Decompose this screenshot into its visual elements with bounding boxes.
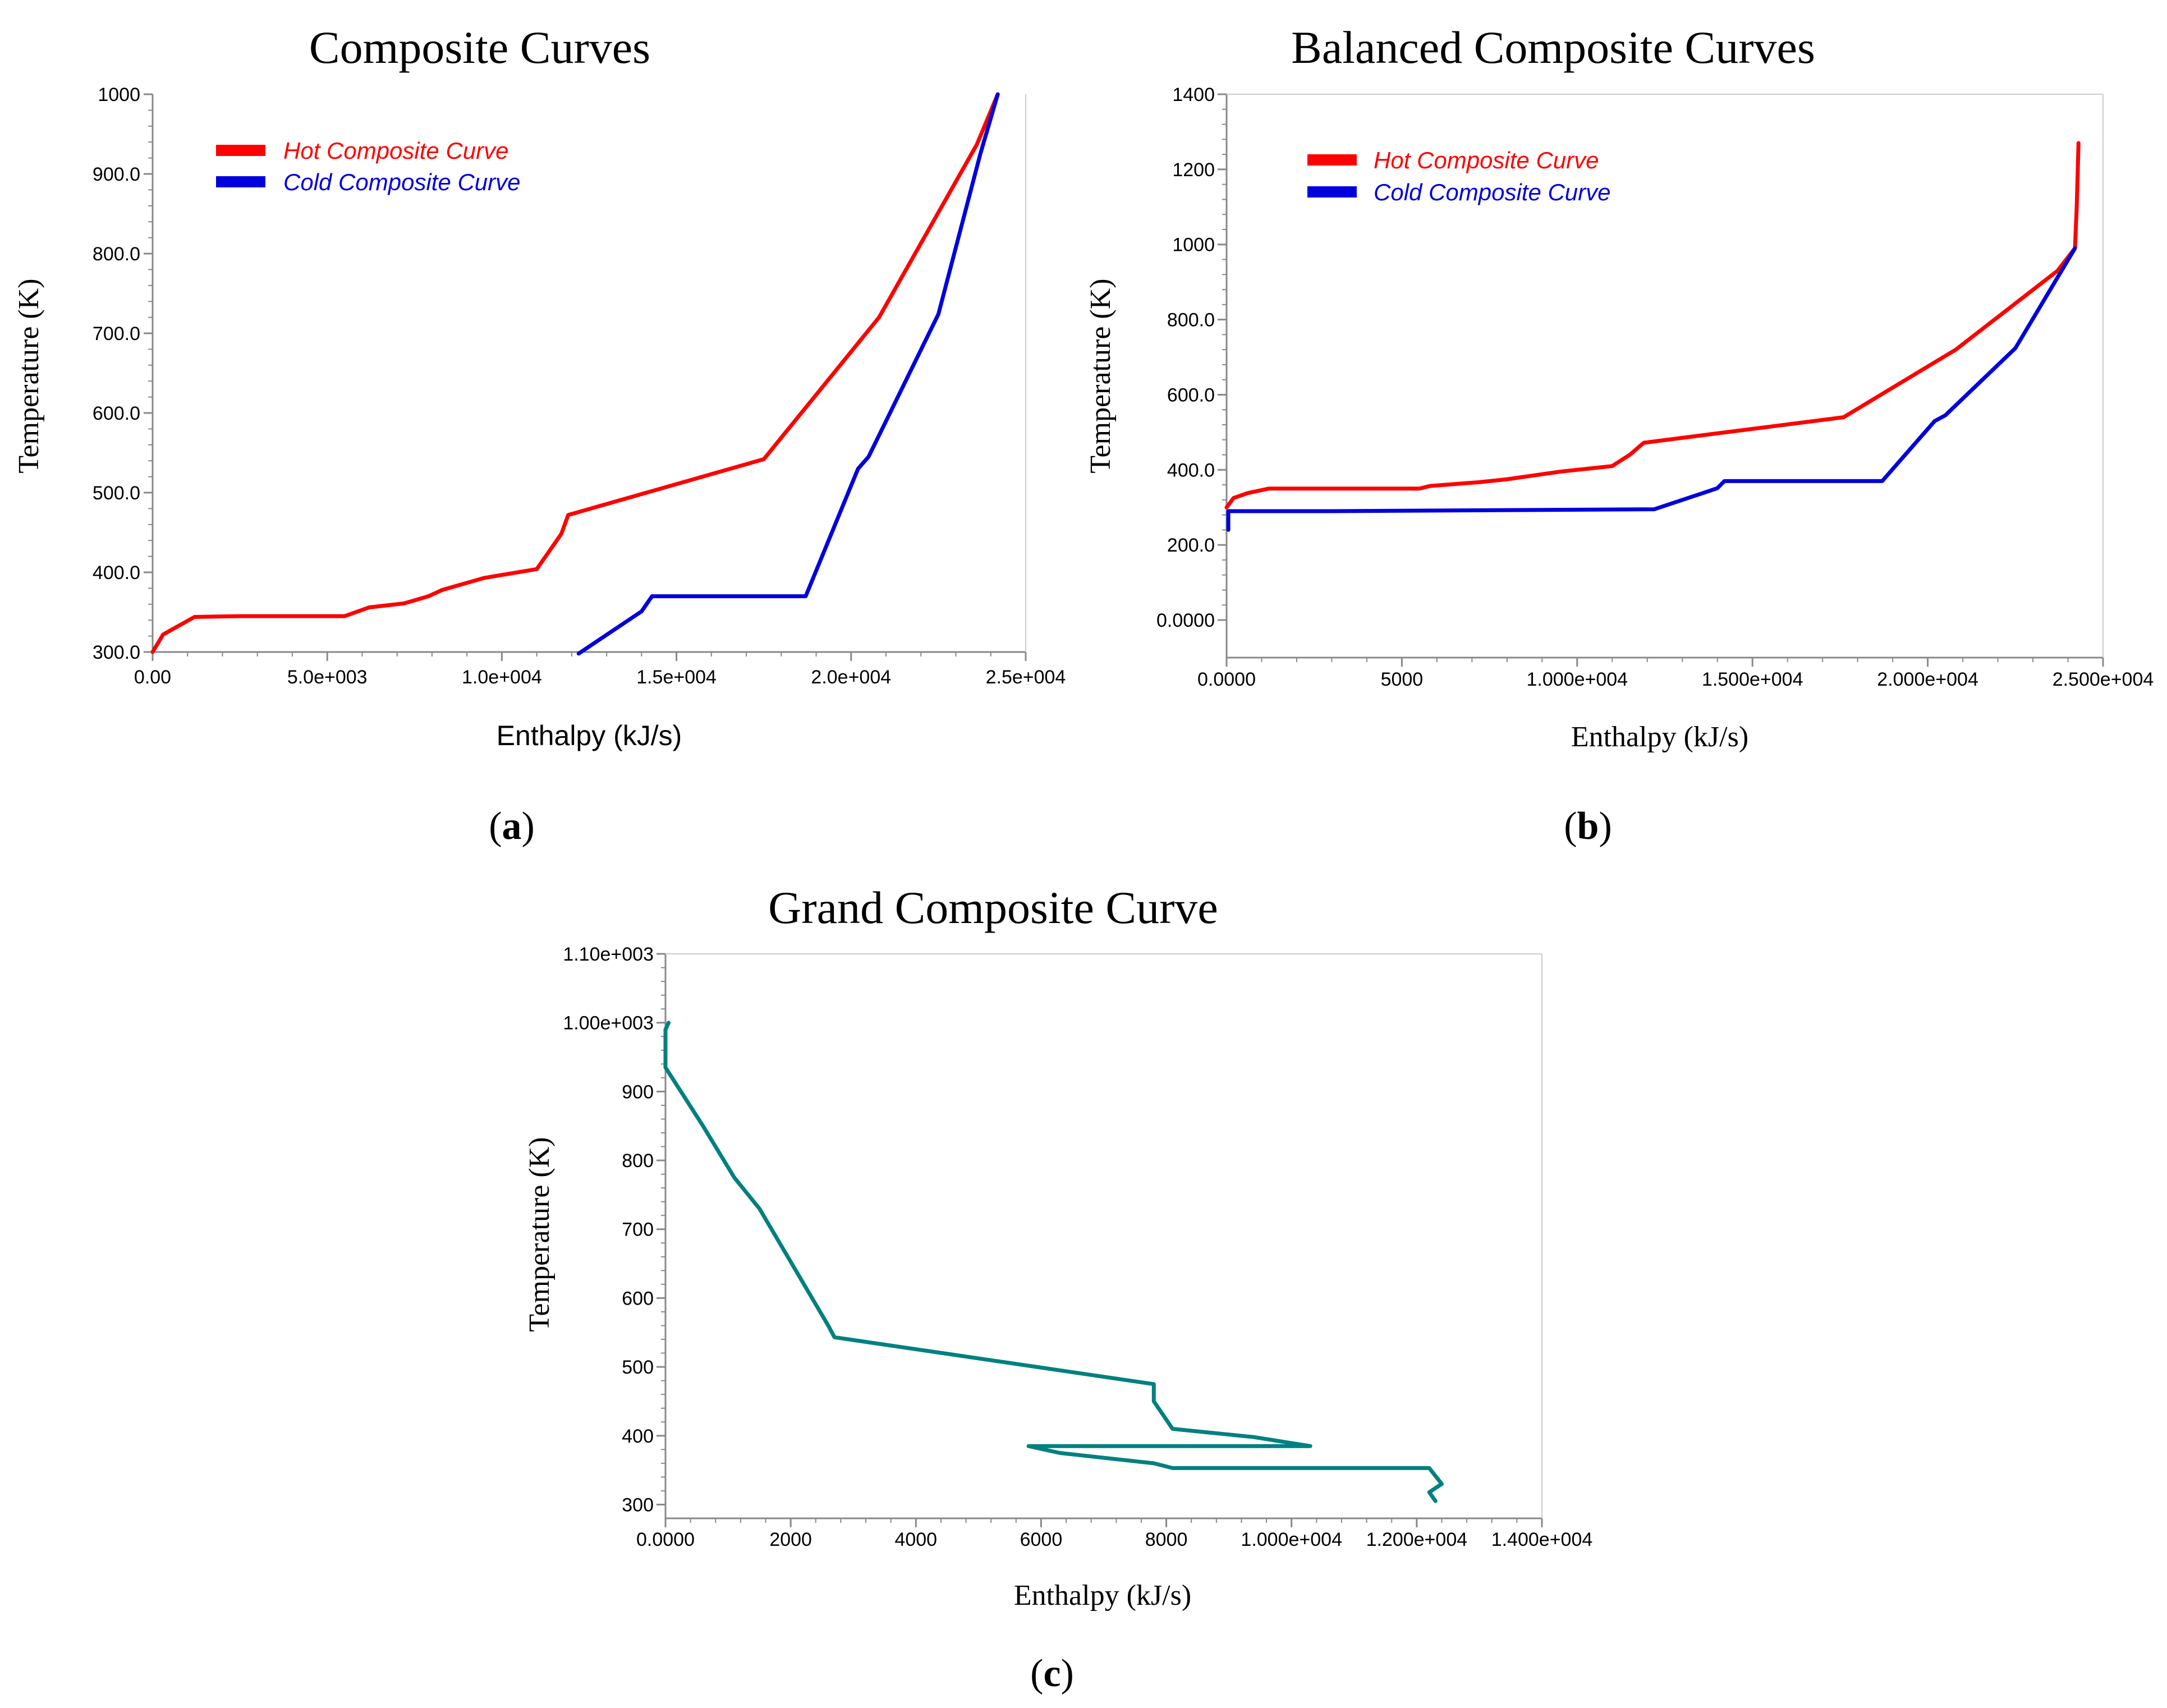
chart-b-x-tick-label: 0.0000 [1197,669,1256,690]
chart-c: Grand Composite Curve 0.0000 2000 4000 6000… [524,882,1592,1695]
chart-a-legend-swatch-hot [216,145,265,156]
chart-c-y-tick-label: 600 [622,1288,654,1309]
chart-a-y-tick-label: 1000 [98,84,140,105]
chart-c-x-tick-label: 1.200e+004 [1366,1529,1468,1550]
chart-b-y-tick-label: 1000 [1172,235,1215,256]
chart-c-y-tick-label: 900 [622,1081,654,1103]
chart-c-y-tick-label: 500 [622,1357,654,1378]
chart-b-y-tick-label: 400.0 [1167,460,1215,481]
chart-c-x-tick-label: 1.400e+004 [1491,1529,1593,1550]
chart-a-x-tick-label: 2.5e+004 [986,667,1066,688]
chart-a-y-tick-label: 700.0 [93,323,140,345]
chart-a-legend-swatch-cold [216,176,265,187]
chart-b-legend-swatch-hot [1307,154,1357,166]
chart-a-y-tick-label: 400.0 [93,562,140,584]
chart-b-y-tick-label: 600.0 [1167,384,1215,406]
chart-a-legend-label-cold: Cold Composite Curve [283,169,521,195]
chart-c-x-tick-label: 4000 [894,1529,937,1550]
chart-a-ylabel: Temperature (K) [13,278,45,473]
chart-b-legend: Hot Composite Curve Cold Composite Curve [1307,147,1611,205]
chart-c-xlabel: Enthalpy (kJ/s) [1014,1580,1191,1611]
chart-c-series [663,1021,1444,1503]
chart-b: Balanced Composite Curves 0.0000 5000 1.00… [1085,22,2154,848]
chart-b-caption: (b) [1564,805,1612,848]
chart-a-series-cold-composite-curve [576,92,1000,656]
chart-c-x-tick-label: 1.000e+004 [1241,1529,1342,1550]
chart-a-caption: (a) [489,805,535,848]
chart-a-x-tick-label: 5.0e+003 [287,667,368,688]
chart-b-xlabel: Enthalpy (kJ/s) [1571,721,1748,753]
chart-c-x-tick-label: 8000 [1145,1529,1188,1550]
chart-c-y-tick-label: 1.10e+003 [563,944,654,965]
chart-c-title: Grand Composite Curve [768,882,1218,933]
chart-b-y-tick-label: 1400 [1172,84,1215,105]
chart-a-x-tick-label: 2.0e+004 [811,667,891,688]
chart-c-series-grand-composite-line [663,1021,1444,1503]
chart-a-legend: Hot Composite Curve Cold Composite Curve [216,137,521,195]
chart-a-y-tick-label: 900.0 [93,164,140,185]
chart-a-x-tick-label: 0.00 [134,667,171,688]
chart-b-x-tick-label: 2.500e+004 [2053,669,2154,690]
chart-c-x-tick-label: 0.0000 [636,1529,695,1550]
chart-c-caption: (c) [1030,1652,1074,1695]
chart-b-ticks: 0.0000 5000 1.000e+004 1.500e+004 2.000e+004… [1156,84,2154,690]
chart-c-ylabel: Temperature (K) [524,1137,555,1331]
chart-a-x-tick-label: 1.5e+004 [636,667,717,688]
chart-b-title: Balanced Composite Curves [1291,22,1815,73]
chart-b-caption-letter: b [1577,805,1599,848]
chart-a-y-tick-label: 800.0 [93,244,140,265]
chart-b-legend-label-hot: Hot Composite Curve [1374,147,1599,173]
chart-b-y-tick-label: 1200 [1172,159,1215,181]
chart-b-legend-swatch-cold [1307,186,1357,198]
chart-a-legend-label-hot: Hot Composite Curve [283,137,508,164]
chart-a-series [150,92,1000,656]
chart-a-y-tick-label: 600.0 [93,403,140,424]
chart-c-caption-letter: c [1043,1652,1060,1695]
chart-b-legend-label-cold: Cold Composite Curve [1374,179,1611,205]
chart-c-frame [664,953,1542,1519]
chart-c-y-tick-label: 400 [622,1426,654,1447]
chart-c-y-tick-label: 800 [622,1150,654,1172]
chart-b-series-hot-composite-curve [1224,141,2081,509]
chart-a-x-tick-label: 1.0e+004 [462,667,542,688]
chart-b-x-tick-label: 1.000e+004 [1527,669,1628,690]
chart-a-y-tick-label: 500.0 [93,483,140,504]
chart-b-y-tick-label: 0.0000 [1156,610,1215,631]
chart-b-series-cold-composite-curve [1226,246,2077,532]
chart-b-x-tick-label: 1.500e+004 [1702,669,1803,690]
chart-c-ticks: 0.0000 2000 4000 6000 8000 1.000e+004 1.200e+0… [563,944,1592,1550]
chart-a: Composite Curves 0.00 5.0e+003 1.0e+004 1.5… [13,22,1066,848]
chart-b-x-tick-label: 5000 [1381,669,1424,690]
chart-a-caption-letter: a [502,805,522,848]
chart-c-y-tick-label: 700 [622,1219,654,1241]
chart-b-x-tick-label: 2.000e+004 [1877,669,1978,690]
chart-b-frame [1225,94,2104,659]
chart-a-frame [151,94,1026,653]
chart-c-x-tick-label: 6000 [1020,1529,1063,1550]
chart-b-ylabel: Temperature (K) [1085,278,1117,473]
chart-c-y-tick-label: 300 [622,1494,654,1516]
chart-a-ticks: 0.00 5.0e+003 1.0e+004 1.5e+004 2.0e+004 2.5e… [93,84,1066,688]
chart-c-x-tick-label: 2000 [769,1529,812,1550]
chart-a-xlabel: Enthalpy (kJ/s) [497,720,682,751]
chart-a-y-tick-label: 300.0 [93,642,140,663]
chart-c-y-tick-label: 1.00e+003 [563,1013,654,1034]
chart-b-y-tick-label: 200.0 [1167,535,1215,556]
chart-b-y-tick-label: 800.0 [1167,310,1215,331]
chart-a-series-hot-composite-curve [150,92,1000,654]
chart-a-title: Composite Curves [309,22,650,73]
chart-b-series [1224,141,2081,532]
